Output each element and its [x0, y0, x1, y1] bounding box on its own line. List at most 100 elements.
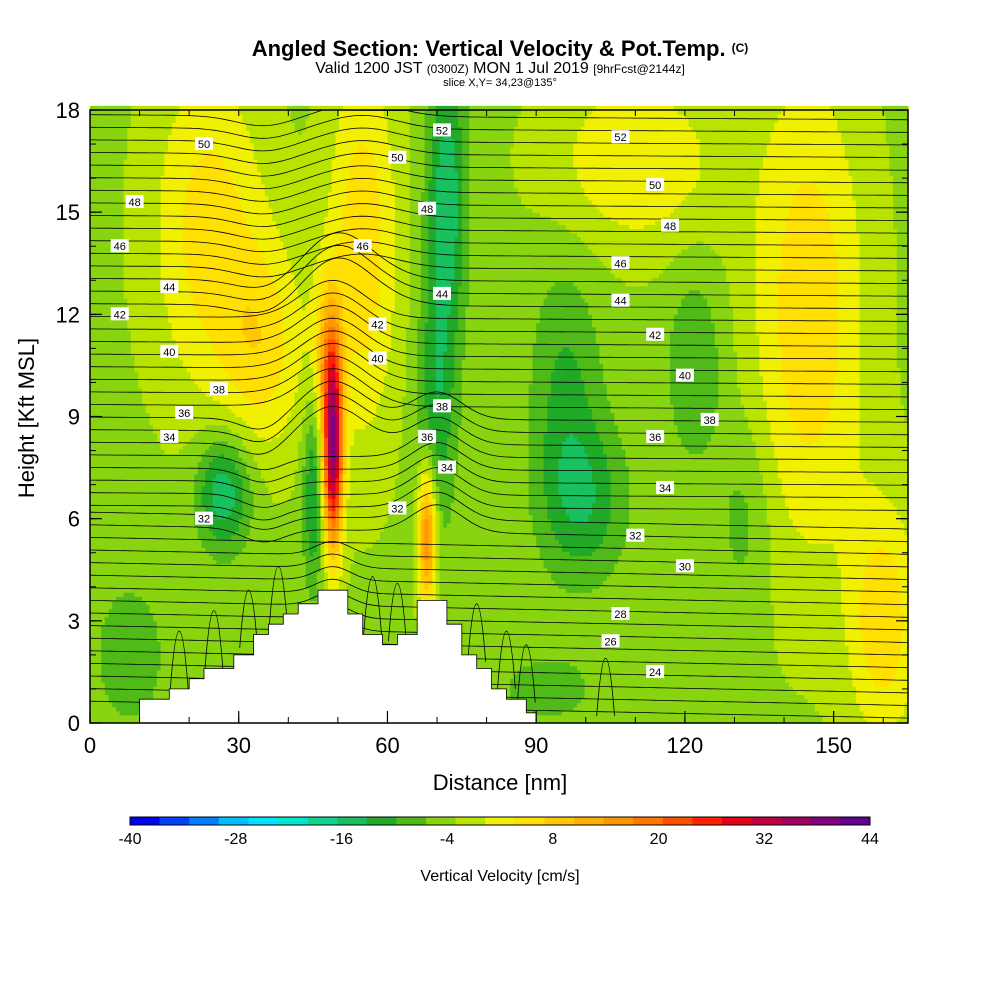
isentrope — [89, 553, 909, 580]
isentrope-arc — [596, 658, 615, 717]
isentrope — [89, 578, 909, 606]
colorbar-swatch — [426, 817, 456, 825]
contour-label-box — [353, 239, 372, 253]
contour-label-text: 42 — [649, 330, 661, 342]
contour-label: 38 — [209, 382, 228, 396]
colorbar-swatch — [603, 817, 634, 825]
contour-label-box — [368, 351, 387, 365]
contour-label-box — [160, 280, 179, 294]
contour-label-text: 48 — [128, 197, 140, 209]
chart-title: Angled Section: Vertical Velocity & Pot.… — [0, 36, 1000, 62]
x-tick-label: 120 — [667, 733, 704, 758]
colorbar-tick-label: -40 — [118, 831, 141, 848]
contour-label-text: 38 — [704, 415, 716, 427]
contour-label: 50 — [388, 150, 407, 165]
contour-label: 48 — [661, 218, 680, 233]
isentrope — [90, 330, 909, 373]
contour-label-box — [611, 607, 630, 621]
contour-label: 34 — [437, 460, 456, 475]
isentrope — [90, 467, 909, 508]
contour-label-text: 30 — [679, 561, 691, 573]
isentrope — [90, 109, 909, 127]
contour-label-text: 34 — [659, 483, 671, 495]
contour-label-text: 44 — [436, 289, 448, 301]
isentrope — [90, 190, 909, 215]
contour-label-text: 42 — [114, 309, 126, 321]
colorbar-tick-label: -16 — [330, 831, 353, 848]
contour-label-text: 50 — [391, 153, 403, 165]
isentrope-arc — [269, 566, 288, 625]
contour-label: 40 — [368, 351, 387, 366]
colorbar-swatch — [189, 817, 220, 825]
colorbar-swatch — [485, 817, 516, 825]
colorbar-tick-label: 32 — [755, 831, 773, 848]
contour-label-box — [368, 317, 387, 331]
contour-label-box — [601, 634, 620, 648]
colorbar-swatch — [781, 817, 812, 825]
contour-label-text: 44 — [163, 282, 175, 294]
isentrope — [90, 368, 909, 410]
colorbar-swatch — [455, 817, 486, 825]
contour-label-text: 46 — [357, 241, 369, 253]
contour-label-text: 40 — [163, 347, 175, 359]
contour-label: 44 — [160, 280, 179, 294]
contour-label-box — [646, 177, 665, 191]
contour-label-box — [195, 511, 214, 525]
contour-label-box — [646, 327, 665, 341]
contour-label-box — [160, 344, 179, 358]
contour-label-box — [418, 429, 437, 443]
contour-label: 34 — [160, 429, 179, 444]
contour-label-text: 38 — [436, 401, 448, 413]
contour-label-text: 46 — [114, 241, 126, 253]
contour-label: 50 — [646, 177, 665, 192]
contour-label-box — [611, 293, 630, 307]
contour-label: 24 — [646, 664, 665, 679]
potential-temperature-contours — [89, 109, 909, 719]
colorbar-swatch — [366, 817, 397, 825]
terrain — [90, 589, 908, 724]
contour-label: 30 — [675, 559, 694, 573]
colorbar-swatch — [810, 817, 841, 825]
contour-label-text: 48 — [421, 204, 433, 216]
contour-label: 32 — [195, 511, 214, 526]
contour-label-box — [110, 239, 129, 253]
y-axis-label: Height [Kft MSL] — [14, 338, 39, 498]
isentrope — [90, 305, 909, 347]
contour-label: 42 — [368, 317, 387, 332]
isentrope — [89, 504, 909, 543]
contour-label-box — [646, 664, 665, 678]
contour-label-text: 36 — [178, 408, 190, 420]
isentrope — [90, 279, 909, 322]
contour-label-box — [388, 501, 407, 515]
contour-label-text: 50 — [198, 139, 210, 151]
isentrope — [90, 253, 909, 278]
contour-label-box — [432, 123, 451, 137]
contour-label-box — [656, 481, 675, 495]
contour-label: 44 — [432, 286, 451, 301]
colorbar-swatch — [544, 817, 575, 825]
contour-labels: 52 52 50 50 50 48 48 48 46 46 46 44 44 44 42 42 42 40 40 40… — [110, 123, 719, 679]
contour-label-box — [125, 194, 144, 208]
contour-label-box — [646, 429, 665, 443]
contour-label-text: 38 — [213, 384, 225, 396]
isentrope — [90, 140, 909, 164]
colorbar-swatch — [751, 817, 782, 825]
contour-label: 52 — [432, 123, 451, 137]
isentrope — [90, 228, 909, 253]
isentrope — [90, 127, 909, 152]
y-tick-label: 9 — [68, 405, 80, 430]
contour-label-text: 32 — [198, 514, 210, 526]
isentrope — [90, 393, 909, 443]
contour-label-text: 32 — [629, 531, 641, 543]
contour-label: 32 — [388, 501, 407, 515]
colorbar-swatch — [840, 817, 871, 825]
contour-label: 38 — [700, 412, 719, 427]
contour-label-box — [175, 406, 194, 420]
contour-label-box — [432, 399, 451, 413]
colorbar-swatch — [307, 817, 338, 825]
contour-label-text: 40 — [679, 371, 691, 383]
contour-label-box — [675, 368, 694, 382]
contour-label-text: 34 — [441, 463, 453, 475]
